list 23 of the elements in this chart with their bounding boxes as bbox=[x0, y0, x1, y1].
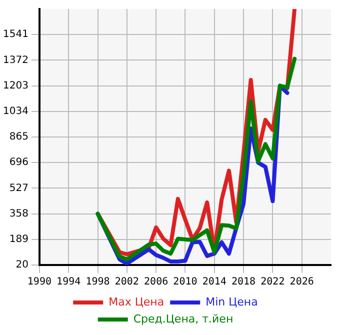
x-tick-label: 2018 bbox=[231, 276, 256, 288]
legend-label: Сред.Цена, т.йен bbox=[133, 312, 234, 326]
x-tick-label: 1990 bbox=[27, 276, 52, 288]
x-tick-label: 2022 bbox=[260, 276, 285, 288]
y-tick-label: 696 bbox=[9, 157, 28, 168]
y-tick-label: 865 bbox=[9, 132, 28, 143]
x-tick-label: 1998 bbox=[86, 276, 110, 288]
y-tick-label: 1541 bbox=[2, 29, 28, 40]
y-tick-label: 20 bbox=[16, 260, 28, 271]
x-tick-label: 2014 bbox=[202, 276, 226, 288]
y-tick-label: 1034 bbox=[2, 106, 28, 117]
y-tick-label: 358 bbox=[9, 208, 28, 220]
x-tick-label: 2006 bbox=[144, 276, 168, 288]
x-tick-label: 2002 bbox=[114, 276, 139, 288]
x-tick-label: 2010 bbox=[173, 276, 198, 288]
legend-label: Min Цена bbox=[206, 295, 258, 308]
y-tick-label: 1203 bbox=[2, 80, 28, 92]
x-tick-label: 1994 bbox=[56, 276, 81, 288]
y-tick-label: 189 bbox=[9, 234, 28, 245]
x-tick-label: 2026 bbox=[290, 276, 314, 288]
legend-label: Max Цена bbox=[108, 295, 164, 308]
y-tick-label: 527 bbox=[9, 182, 28, 194]
y-tick-label: 1372 bbox=[2, 54, 28, 66]
